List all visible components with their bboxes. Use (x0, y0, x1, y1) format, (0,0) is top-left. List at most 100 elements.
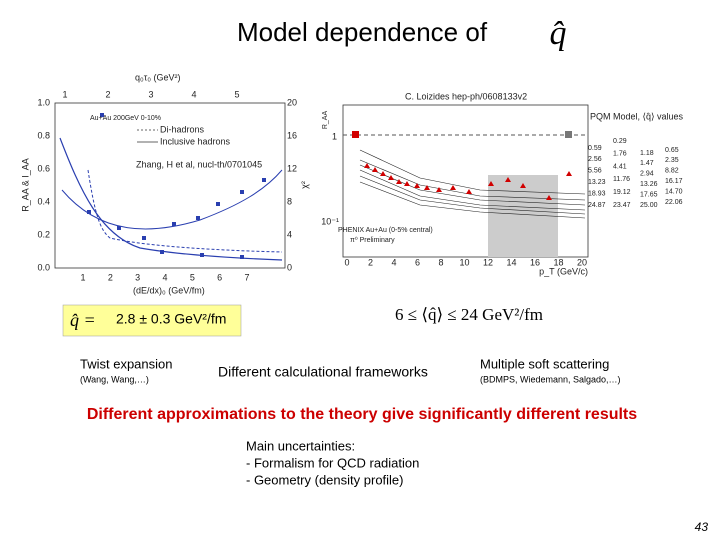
tick-label: 14 (506, 257, 516, 267)
authors: (BDMPS, Wiedemann, Salgado,…) (480, 374, 621, 384)
tick-label: 1.18 (640, 150, 654, 157)
tick-label: 4 (391, 257, 396, 267)
tick-label: 20 (577, 257, 587, 267)
uncertainty: - Formalism for QCD radiation (246, 455, 419, 470)
tick-label: 11.76 (613, 176, 630, 183)
tick-label: 5 (190, 272, 195, 282)
tick-label: 3 (148, 89, 153, 99)
tick-label: 1 (80, 272, 85, 282)
tick-label: 1.47 (640, 160, 654, 167)
axis-label: p_T (GeV/c) (539, 266, 588, 276)
tick-label: 20 (287, 97, 297, 107)
tick-label: 16 (287, 130, 297, 140)
tick-label: 23.47 (613, 202, 631, 209)
tick-label: 10 (459, 257, 469, 267)
legend-header: Au+Au 200GeV 0-10% (90, 115, 161, 122)
tick-label: 4 (162, 272, 167, 282)
tick-label: 7 (244, 272, 249, 282)
result-box (62, 304, 242, 337)
axis-label: χ² (299, 181, 309, 189)
y-tick-label: 10⁻¹ (321, 216, 339, 226)
tick-label: 5.56 (588, 168, 602, 175)
tick-label: 0.8 (37, 130, 50, 140)
tick-label: 2 (368, 257, 373, 267)
reference: C. Loizides hep-ph/0608133v2 (405, 91, 527, 101)
conclusion: Different approximations to the theory g… (87, 406, 637, 423)
authors: (Wang, Wang,…) (80, 374, 149, 384)
tick-label: 0.0 (37, 262, 50, 272)
data-points (364, 163, 572, 200)
uncertainty: Main uncertainties: (246, 438, 355, 453)
equation-lhs: q̂ = (70, 310, 96, 330)
tick-label: 0.29 (613, 138, 627, 145)
tick-label: 0.59 (588, 145, 602, 152)
axis-label: R_AA & I_AA (20, 158, 30, 212)
tick-label: 19.12 (613, 189, 631, 196)
curve (87, 169, 283, 253)
tick-label: 8 (287, 196, 292, 206)
legend-entry: Inclusive hadrons (160, 136, 231, 146)
tick-label: 2.94 (640, 171, 654, 178)
tick-label: 18 (553, 257, 563, 267)
tick-label: 8.82 (665, 168, 679, 175)
left-plot (54, 102, 286, 269)
tick-label: 8 (438, 257, 443, 267)
tick-label: 17.65 (640, 191, 658, 198)
tick-label: 4 (287, 229, 292, 239)
tick-label: 2.56 (588, 156, 602, 163)
axis-label: (dE/dx)₀ (GeV/fm) (133, 285, 205, 295)
page-number: 43 (695, 520, 709, 534)
tick-label: 2 (105, 89, 110, 99)
tick-label: 0.65 (665, 147, 679, 154)
tick-label: 1 (62, 89, 67, 99)
marker (565, 131, 572, 138)
tick-label: 24.87 (588, 202, 606, 209)
tick-label: 12 (483, 257, 493, 267)
tick-label: 1.0 (37, 97, 50, 107)
tick-label: 4 (191, 89, 196, 99)
data-label: PHENIX Au+Au (0-5% central) (338, 227, 433, 234)
curve (59, 137, 283, 261)
tick-label: 13.23 (588, 179, 606, 186)
tick-label: 6 (415, 257, 420, 267)
axis-label: R_AA (322, 111, 329, 130)
tick-label: 0.4 (37, 196, 50, 206)
tick-label: 22.06 (665, 199, 683, 206)
tick-label: 3 (135, 272, 140, 282)
y-tick-label: 1 (332, 131, 337, 141)
tick-label: 12 (287, 163, 297, 173)
title-symbol: q̂ (550, 15, 567, 52)
markers (87, 113, 266, 259)
tick-label: 18.93 (588, 190, 606, 197)
tick-label: 2.35 (665, 157, 679, 164)
tick-label: 14.70 (665, 188, 683, 195)
framework: Twist expansion (80, 356, 173, 371)
tick-label: 16.17 (665, 178, 683, 185)
framework: Multiple soft scattering (480, 356, 609, 371)
tick-label: 6 (217, 272, 222, 282)
tick-label: 0.6 (37, 163, 50, 173)
tick-label: 1.76 (613, 151, 627, 158)
data-label: π⁰ Preliminary (350, 236, 395, 244)
model-label: PQM Model, ⟨q̂⟩ values (590, 111, 684, 121)
title: Model dependence of (237, 17, 488, 47)
uncertainty: - Geometry (density profile) (246, 472, 404, 487)
reference: Zhang, H et al, nucl-th/0701045 (136, 159, 262, 169)
left-plot-frame (54, 102, 286, 269)
result: 6 ≤ ⟨q̂⟩ ≤ 24 GeV²/fm (395, 305, 543, 324)
tick-label: 25.00 (640, 202, 658, 209)
tick-label: 0 (287, 262, 292, 272)
legend-entry: Di-hadrons (160, 124, 205, 134)
tick-label: 13.26 (640, 181, 658, 188)
tick-label: 16 (530, 257, 540, 267)
tick-label: 0 (344, 257, 349, 267)
tick-label: 0.2 (37, 229, 50, 239)
axis-label: q₀τ₀ (GeV²) (135, 72, 181, 82)
result: 2.8 ± 0.3 GeV²/fm (116, 311, 226, 327)
marker (352, 131, 359, 138)
right-plot (342, 104, 589, 258)
framework: Different calculational frameworks (218, 364, 428, 380)
tick-label: 4.41 (613, 163, 627, 170)
